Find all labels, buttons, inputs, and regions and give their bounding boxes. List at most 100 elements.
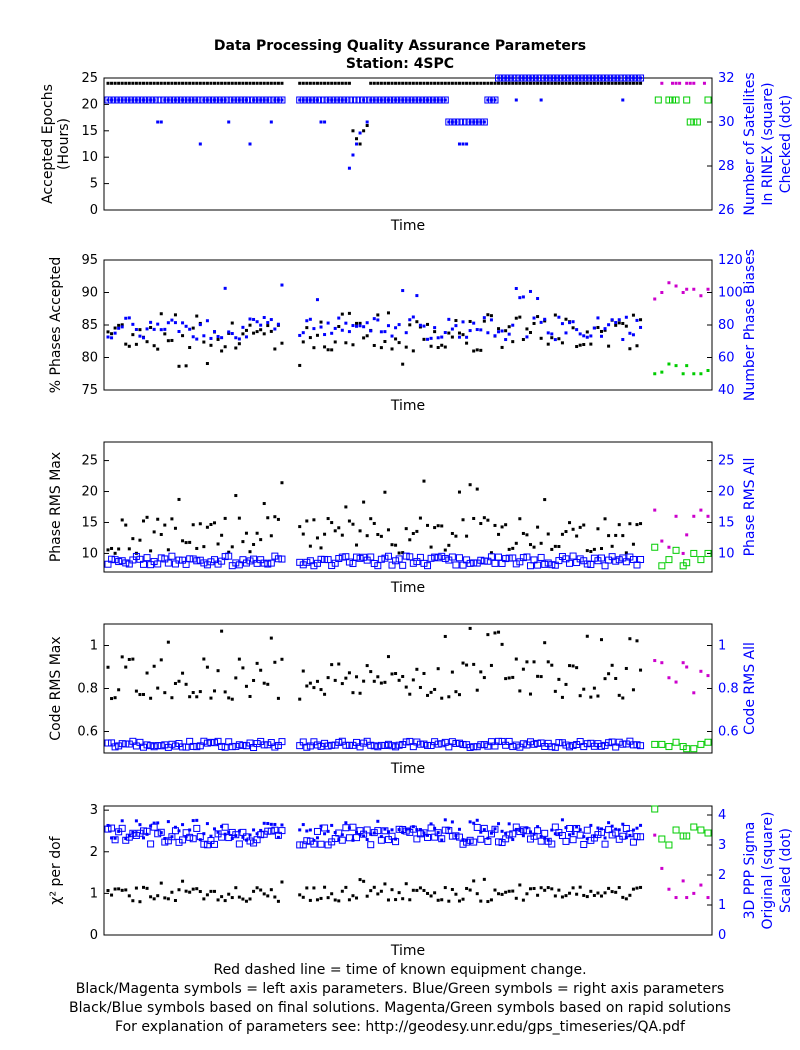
phases-final-right-point bbox=[560, 322, 564, 326]
chi2-final-right-dot bbox=[607, 821, 611, 825]
phase_rms-final-left-point bbox=[497, 532, 501, 536]
phase_rms-final-right-point bbox=[353, 553, 361, 561]
phase_rms-final-left-point bbox=[347, 519, 351, 523]
phases-final-right-point bbox=[479, 328, 483, 332]
chi2-final-right-dot bbox=[308, 828, 312, 832]
phases-final-left-point bbox=[358, 321, 362, 325]
chi2-final-left-point bbox=[191, 887, 195, 891]
chi2-final-right-dot bbox=[379, 835, 383, 839]
phase_rms-final-left-point bbox=[475, 487, 479, 491]
phase_rms-final-left-point bbox=[198, 522, 202, 526]
phases-final-left-point bbox=[159, 312, 163, 316]
code_rms-final-left-point bbox=[237, 657, 241, 661]
phase_rms-final-left-point bbox=[131, 537, 135, 541]
chi2-rapid-right-point bbox=[697, 826, 705, 834]
phase_rms-final-left-point bbox=[301, 532, 305, 536]
chi2-final-right-point bbox=[321, 824, 329, 832]
satellites-checked-point bbox=[173, 98, 177, 102]
epoch-final-point bbox=[337, 81, 341, 85]
chi2-final-right-dot bbox=[475, 818, 479, 822]
code_rms-left-tick-label: 1 bbox=[90, 639, 98, 654]
epoch-final-point bbox=[276, 81, 280, 85]
phases-final-left-point bbox=[362, 336, 366, 340]
phases-final-left-point bbox=[525, 327, 529, 331]
epoch-final-point bbox=[386, 81, 390, 85]
code_rms-final-right-point bbox=[136, 738, 144, 746]
chi2-rapid-left-point bbox=[660, 866, 664, 870]
code_rms-final-right-point bbox=[360, 739, 368, 747]
satellites-checked-point bbox=[621, 98, 625, 102]
phase_rms-final-left-point bbox=[415, 529, 419, 533]
phases-final-right-point bbox=[319, 325, 323, 329]
chi2-final-right-dot bbox=[298, 828, 302, 832]
phase_rms-final-left-point bbox=[202, 545, 206, 549]
code_rms-final-right-point bbox=[473, 743, 481, 751]
epoch-final-point bbox=[255, 81, 259, 85]
chi2-final-left-point bbox=[213, 889, 217, 893]
phase_rms-final-right-point bbox=[104, 560, 112, 568]
satellites-rinex-point bbox=[349, 96, 357, 104]
code_rms-final-left-point bbox=[308, 681, 312, 685]
satellites-checked-point bbox=[340, 98, 344, 102]
epoch-final-point bbox=[631, 81, 635, 85]
epoch-final-point bbox=[610, 81, 614, 85]
code_rms-final-left-point bbox=[447, 695, 451, 699]
epoch-final-point bbox=[592, 81, 596, 85]
epoch-final-point bbox=[433, 81, 437, 85]
phase_rms-final-right-point bbox=[313, 559, 321, 567]
phase_rms-final-left-point bbox=[276, 517, 280, 521]
code_rms-final-right-point bbox=[519, 740, 527, 748]
satellites-checked-point bbox=[603, 76, 607, 80]
satellites-checked-point bbox=[312, 98, 316, 102]
phase_rms-final-right-point bbox=[175, 556, 183, 564]
phases-final-right-point bbox=[433, 326, 437, 330]
phases-final-left-point bbox=[234, 346, 238, 350]
phase_rms-final-left-point bbox=[340, 533, 344, 537]
epoch-final-point bbox=[447, 81, 451, 85]
chi2-final-left-point bbox=[607, 886, 611, 890]
epoch-rapid-point bbox=[660, 81, 664, 85]
epoch-final-point bbox=[347, 81, 351, 85]
code_rms-final-right-point bbox=[512, 741, 520, 749]
phases-rapid-right-point bbox=[681, 372, 685, 376]
chi2-final-right-dot bbox=[610, 824, 614, 828]
phase_rms-right-tick-label: 25 bbox=[718, 454, 735, 469]
phases-final-left-point bbox=[330, 348, 334, 352]
phase_rms-final-right-point bbox=[207, 558, 215, 566]
code_rms-final-left-point bbox=[603, 677, 607, 681]
phases-final-left-point bbox=[553, 313, 557, 317]
phase_rms-final-left-point bbox=[344, 505, 348, 509]
code_rms-final-left-point bbox=[394, 672, 398, 676]
epochs-left-tick-label: 0 bbox=[90, 203, 98, 218]
phases-final-right-point bbox=[564, 331, 568, 335]
epoch-final-point bbox=[220, 81, 224, 85]
phases-final-right-point bbox=[269, 318, 273, 322]
code_rms-final-right-point bbox=[189, 742, 197, 750]
code_rms-final-left-point bbox=[379, 681, 383, 685]
chi2-final-right-point bbox=[388, 832, 396, 840]
epoch-final-point bbox=[521, 81, 525, 85]
phase_rms-final-right-point bbox=[306, 557, 314, 565]
epoch-final-point bbox=[106, 81, 110, 85]
code_rms-final-left-point bbox=[301, 669, 305, 673]
satellites-checked-point bbox=[156, 120, 160, 124]
code_rms-final-left-point bbox=[134, 689, 138, 693]
phase_rms-final-right-point bbox=[338, 553, 346, 561]
epoch-final-point bbox=[415, 81, 419, 85]
phases-final-left-point bbox=[639, 318, 643, 322]
phases-final-left-point bbox=[379, 346, 383, 350]
chi2-final-left-point bbox=[497, 892, 501, 896]
chi2-final-right-dot bbox=[472, 821, 476, 825]
phases-final-left-point bbox=[390, 347, 394, 351]
code_rms-final-right-point bbox=[413, 738, 421, 746]
satellites-checked-point bbox=[127, 98, 131, 102]
code_rms-final-left-point bbox=[372, 679, 376, 683]
phases-final-right-point bbox=[624, 315, 628, 319]
satellites-checked-point bbox=[461, 142, 465, 146]
phases-right-tick-label: 80 bbox=[718, 318, 735, 333]
phases-final-left-point bbox=[184, 364, 188, 368]
code_rms-final-left-point bbox=[628, 637, 632, 641]
satellites-checked-point bbox=[181, 98, 185, 102]
chi2-final-right-dot bbox=[312, 838, 316, 842]
satellites-checked-point bbox=[188, 98, 192, 102]
